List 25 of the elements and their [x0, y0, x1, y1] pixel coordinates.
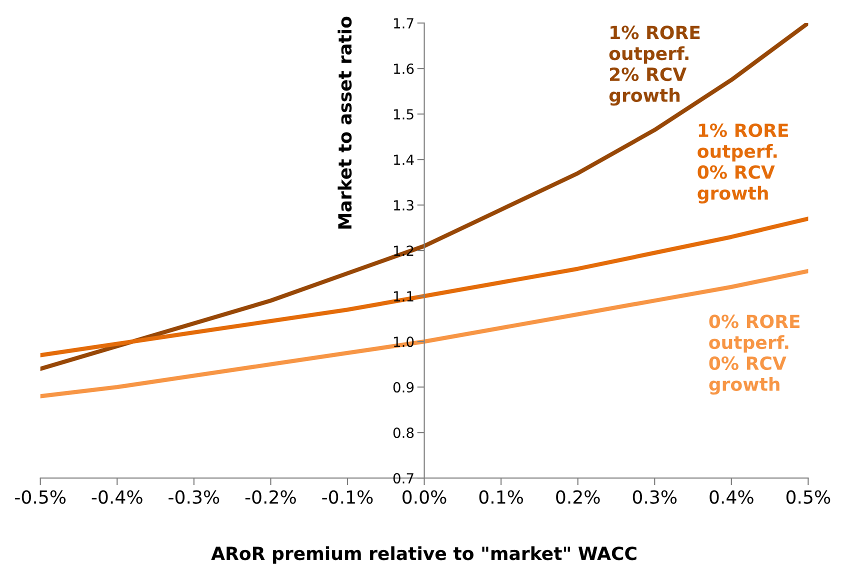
line-series	[40, 268, 808, 398]
x-tick-label: -0.1%	[322, 490, 373, 504]
x-tick-label: -0.3%	[168, 490, 220, 504]
x-tick-label: 0.1%	[479, 490, 524, 504]
x-axis-title: ARoR premium relative to "market" WACC	[211, 546, 636, 564]
y-tick-label: 1.5	[394, 109, 414, 120]
x-tick-label: -0.2%	[245, 490, 296, 504]
series-label: 1% RORE outperf. 2% RCV growth	[609, 26, 700, 106]
y-tick-label: 1.7	[394, 18, 414, 28]
y-tick-label: 1.6	[394, 64, 414, 74]
x-tick-label: -0.4%	[92, 490, 142, 504]
x-tick-label: 0.3%	[632, 490, 677, 504]
x-tick-label: 0.0%	[402, 490, 446, 504]
y-tick-label: 0.7	[393, 473, 414, 484]
y-axis-title: Market to asset ratio	[338, 16, 352, 229]
series-label: 1% RORE outperf. 0% RCV growth	[698, 123, 788, 204]
y-tick-label: 1.3	[394, 200, 414, 211]
y-tick-label: 0.9	[393, 382, 414, 393]
y-tick-label: 1.4	[394, 154, 414, 165]
x-tick-label: 0.2%	[556, 490, 600, 504]
x-tick-label: 0.5%	[786, 490, 830, 504]
x-tick-label: 0.4%	[710, 490, 754, 504]
y-tick-label: 0.8	[393, 428, 414, 438]
series-label: 0% RORE outperf. 0% RCV growth	[709, 314, 800, 395]
x-tick-label: -0.5%	[15, 490, 66, 504]
